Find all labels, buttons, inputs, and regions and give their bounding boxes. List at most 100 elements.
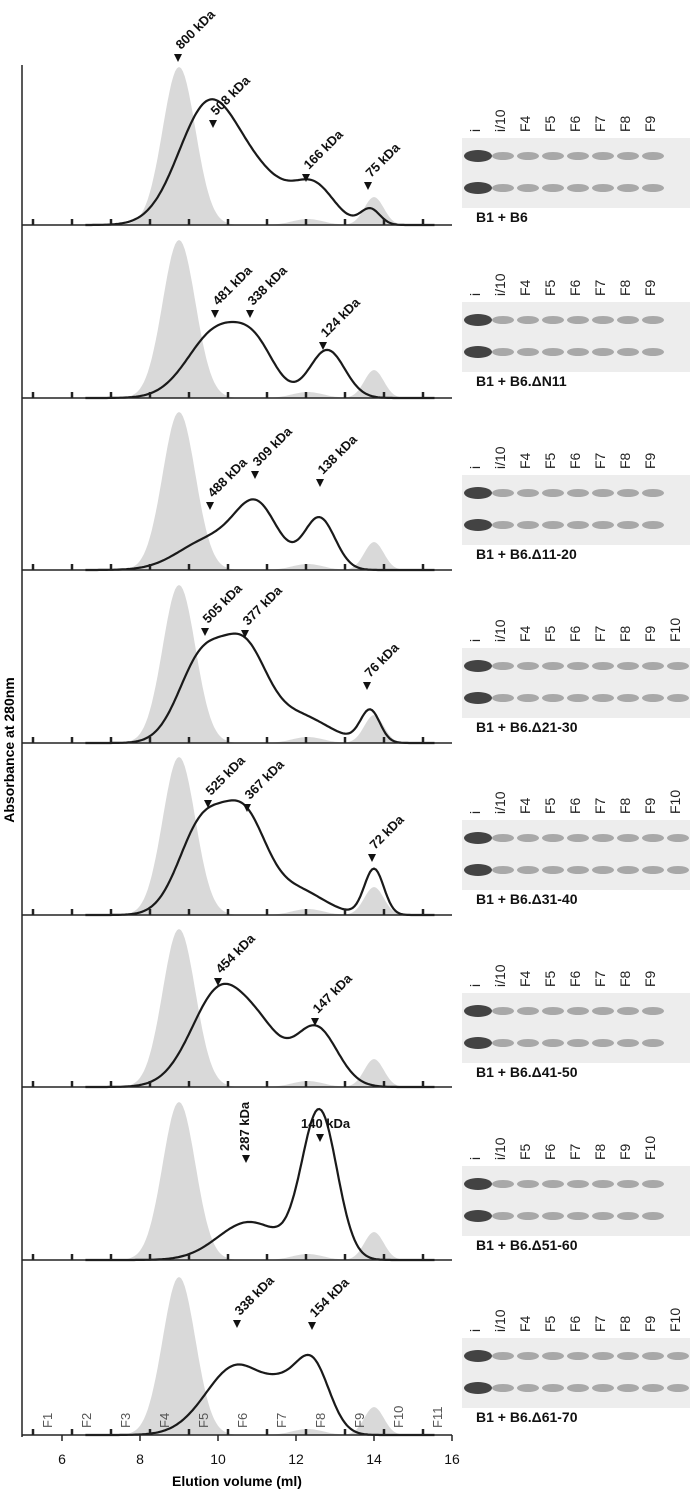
gel-band bbox=[642, 662, 664, 670]
gel-band bbox=[492, 489, 514, 497]
gel-band bbox=[567, 184, 589, 192]
gel-band bbox=[517, 1007, 539, 1015]
gel-band bbox=[642, 1352, 664, 1360]
peak-label: 72 kDa bbox=[367, 811, 408, 852]
fraction-label: F2 bbox=[79, 1413, 94, 1428]
gel-band bbox=[592, 521, 614, 529]
gel-band bbox=[567, 1352, 589, 1360]
peak-arrow bbox=[368, 854, 376, 862]
peak-arrow bbox=[246, 310, 254, 318]
lane-label: F8 bbox=[617, 797, 633, 814]
gel-band bbox=[592, 348, 614, 356]
lane-label: F5 bbox=[542, 625, 558, 642]
gel-band bbox=[542, 316, 564, 324]
lane-label: F10 bbox=[667, 1308, 683, 1332]
gel-band bbox=[492, 348, 514, 356]
gel-band bbox=[642, 694, 664, 702]
gel-band bbox=[567, 489, 589, 497]
lane-label: i/10 bbox=[492, 964, 508, 987]
gel-band bbox=[492, 866, 514, 874]
gel-band bbox=[542, 1384, 564, 1392]
lane-label: i bbox=[467, 639, 483, 642]
gel-band bbox=[617, 866, 639, 874]
elution-profile bbox=[85, 98, 435, 227]
gel-band bbox=[567, 662, 589, 670]
gel-band bbox=[542, 834, 564, 842]
lane-label: F8 bbox=[617, 452, 633, 469]
gel-image bbox=[462, 648, 690, 718]
lane-label: i/10 bbox=[492, 446, 508, 469]
gel-band bbox=[567, 1039, 589, 1047]
gel-band bbox=[464, 1005, 492, 1017]
lane-label: i bbox=[467, 811, 483, 814]
lane-label: F7 bbox=[592, 452, 608, 469]
gel-band bbox=[517, 1180, 539, 1188]
gel-band bbox=[517, 662, 539, 670]
peak-label: 338 kDa bbox=[232, 1272, 278, 1318]
peak-arrow bbox=[174, 54, 182, 62]
lane-label: F9 bbox=[642, 452, 658, 469]
gel-band bbox=[492, 1384, 514, 1392]
gel-band bbox=[517, 834, 539, 842]
peak-arrow bbox=[241, 630, 249, 638]
gel-band bbox=[617, 1384, 639, 1392]
gel-image bbox=[462, 138, 690, 208]
gel-label: B1 + B6.Δ31-40 bbox=[476, 891, 578, 907]
gel-band bbox=[492, 1352, 514, 1360]
lane-label: i/10 bbox=[492, 1137, 508, 1160]
gel-band bbox=[464, 1037, 492, 1049]
gel-band bbox=[667, 1384, 689, 1392]
y-axis-label: Absorbance at 280nm bbox=[1, 677, 17, 823]
gel-band bbox=[542, 152, 564, 160]
lane-label: F10 bbox=[667, 790, 683, 814]
gel-label: B1 + B6.ΔN11 bbox=[476, 373, 567, 389]
gel-band bbox=[492, 1007, 514, 1015]
reference-profile bbox=[85, 929, 435, 1087]
gel-band bbox=[464, 487, 492, 499]
gel-band bbox=[642, 1180, 664, 1188]
gel-band bbox=[642, 521, 664, 529]
lane-label: F6 bbox=[567, 625, 583, 642]
lane-label: F4 bbox=[517, 1315, 533, 1332]
lane-label: i/10 bbox=[492, 273, 508, 296]
gel-band bbox=[567, 694, 589, 702]
x-tick-label: 16 bbox=[444, 1451, 460, 1467]
fraction-label: F1 bbox=[40, 1413, 55, 1428]
gel-band bbox=[492, 184, 514, 192]
gel-band bbox=[492, 1180, 514, 1188]
peak-arrow bbox=[209, 120, 217, 128]
lane-label: i bbox=[467, 466, 483, 469]
lane-label: F5 bbox=[542, 970, 558, 987]
gel-band bbox=[617, 152, 639, 160]
gel-band bbox=[492, 662, 514, 670]
peak-arrow bbox=[319, 342, 327, 350]
gel-label: B1 + B6 bbox=[476, 209, 528, 225]
gel-band bbox=[617, 316, 639, 324]
peak-arrow bbox=[201, 628, 209, 636]
gel-image bbox=[462, 993, 690, 1063]
peak-label: 338 kDa bbox=[245, 262, 291, 308]
lane-label: F5 bbox=[517, 1143, 533, 1160]
gel-label: B1 + B6.Δ21-30 bbox=[476, 719, 578, 735]
peak-arrow bbox=[243, 804, 251, 812]
lane-label: F6 bbox=[567, 1315, 583, 1332]
gel-band bbox=[667, 834, 689, 842]
peak-arrow bbox=[316, 1134, 324, 1142]
peak-arrow bbox=[214, 978, 222, 986]
gel-band bbox=[642, 1212, 664, 1220]
gel-band bbox=[617, 1212, 639, 1220]
gel-band bbox=[592, 1039, 614, 1047]
gel-band bbox=[667, 1352, 689, 1360]
elution-profile bbox=[85, 320, 435, 400]
gel-band bbox=[464, 1350, 492, 1362]
lane-label: F9 bbox=[642, 625, 658, 642]
lane-label: i bbox=[467, 984, 483, 987]
reference-profile bbox=[85, 67, 435, 225]
gel-band bbox=[642, 1007, 664, 1015]
lane-label: F10 bbox=[642, 1136, 658, 1160]
gel-band bbox=[492, 1039, 514, 1047]
gel-band bbox=[617, 834, 639, 842]
gel-label: B1 + B6.Δ41-50 bbox=[476, 1064, 578, 1080]
gel-band bbox=[464, 182, 492, 194]
gel-band bbox=[542, 1212, 564, 1220]
